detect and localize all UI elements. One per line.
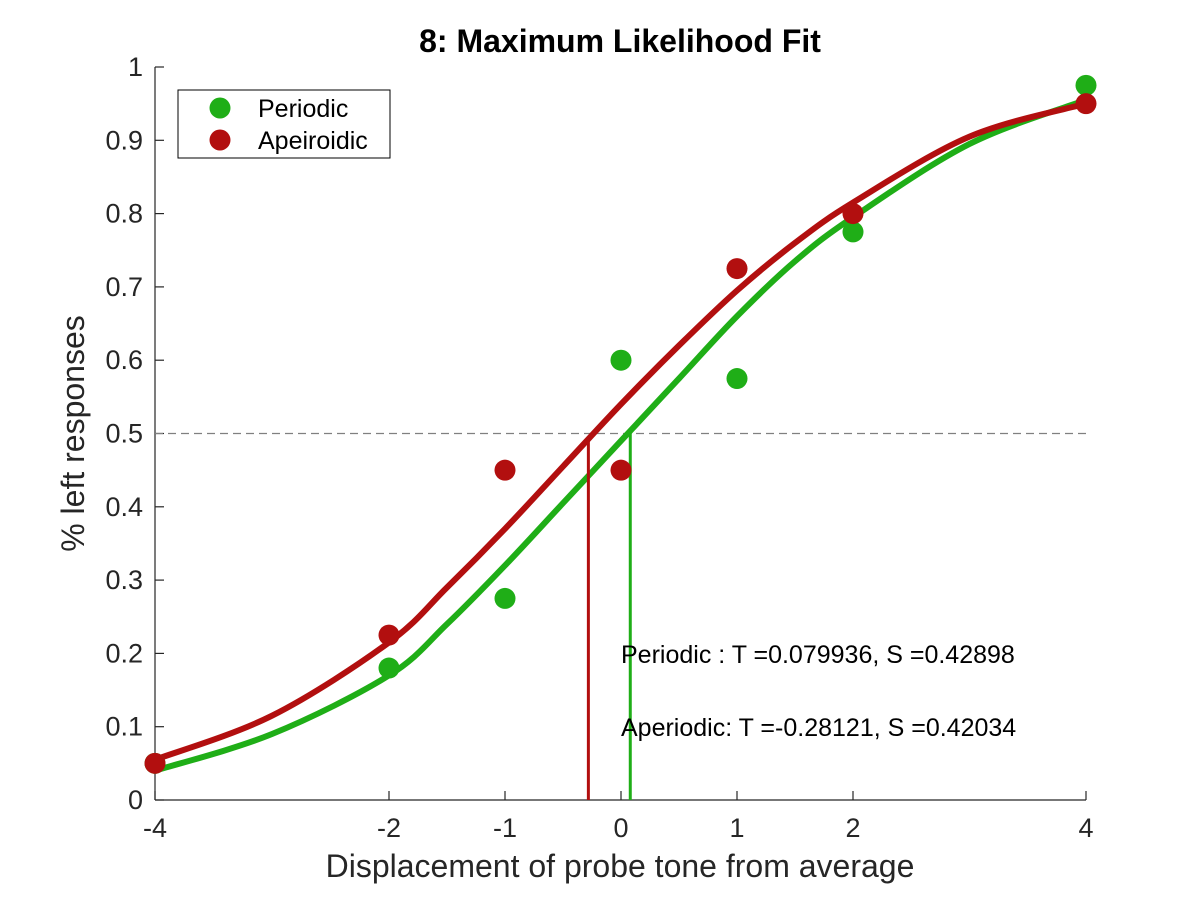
data-point-periodic bbox=[494, 587, 516, 609]
chart-title: 8: Maximum Likelihood Fit bbox=[419, 23, 821, 59]
x-tick-label: 4 bbox=[1078, 813, 1093, 843]
y-tick-label: 0.9 bbox=[105, 125, 143, 155]
y-tick-label: 0.6 bbox=[105, 345, 143, 375]
x-axis-label: Displacement of probe tone from average bbox=[326, 848, 915, 884]
x-tick-label: 0 bbox=[613, 813, 628, 843]
legend: Periodic Apeiroidic bbox=[177, 89, 391, 159]
y-tick-label: 0.3 bbox=[105, 565, 143, 595]
data-point-aperiodic bbox=[494, 459, 516, 481]
legend-marker bbox=[209, 129, 231, 151]
fit-curve-aperiodic bbox=[152, 100, 1089, 763]
data-point-periodic bbox=[842, 221, 864, 243]
legend-label: Periodic bbox=[258, 95, 348, 123]
x-tick-label: -2 bbox=[377, 813, 401, 843]
y-tick-label: 0.7 bbox=[105, 272, 143, 302]
data-point-aperiodic bbox=[610, 459, 632, 481]
y-tick-label: 0 bbox=[128, 785, 143, 815]
y-axis-label: % left responses bbox=[55, 315, 91, 552]
fit-annotation: Periodic : T =0.079936, S =0.42898 bbox=[621, 641, 1015, 669]
legend-marker bbox=[209, 97, 231, 119]
data-points bbox=[144, 74, 1097, 774]
x-tick-label: 1 bbox=[729, 813, 744, 843]
y-tick-label: 0.5 bbox=[105, 419, 143, 449]
fit-curves bbox=[152, 96, 1089, 774]
x-tick-label: -4 bbox=[143, 813, 167, 843]
annotations: Periodic : T =0.079936, S =0.42898 Aperio… bbox=[621, 641, 1016, 742]
threshold-lines bbox=[586, 433, 632, 800]
data-point-aperiodic bbox=[1075, 93, 1097, 115]
data-point-aperiodic bbox=[842, 203, 864, 225]
y-tick-label: 0.4 bbox=[105, 492, 143, 522]
y-tick-label: 0.2 bbox=[105, 638, 143, 668]
data-point-periodic bbox=[1075, 74, 1097, 96]
data-point-aperiodic bbox=[144, 752, 166, 774]
legend-label: Apeiroidic bbox=[258, 127, 368, 155]
data-point-periodic bbox=[610, 349, 632, 371]
data-point-periodic bbox=[726, 368, 748, 390]
fit-curve-periodic bbox=[152, 96, 1089, 774]
x-tick-label: 2 bbox=[845, 813, 860, 843]
data-point-periodic bbox=[378, 657, 400, 679]
data-point-aperiodic bbox=[378, 624, 400, 646]
y-tick-label: 0.8 bbox=[105, 199, 143, 229]
data-point-aperiodic bbox=[726, 258, 748, 280]
y-tick-label: 0.1 bbox=[105, 712, 143, 742]
y-tick-label: 1 bbox=[128, 52, 143, 82]
fit-annotation: Aperiodic: T =-0.28121, S =0.42034 bbox=[621, 714, 1016, 742]
x-tick-label: -1 bbox=[493, 813, 517, 843]
axes: 0 0.1 0.2 0.3 0.4 0.5 0.6 0.7 0.8 0.9 1 -4 -2 -1 0 1 2 4 bbox=[105, 52, 1093, 843]
